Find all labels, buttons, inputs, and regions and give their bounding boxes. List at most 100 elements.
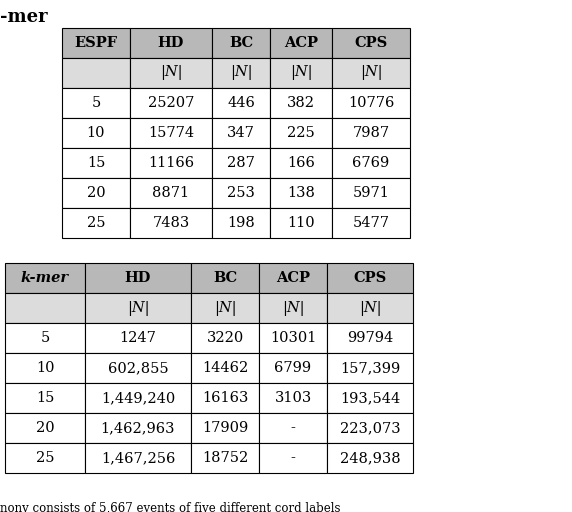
Bar — [332, 118, 410, 148]
Text: 225: 225 — [287, 126, 315, 140]
Text: 1247: 1247 — [120, 331, 156, 345]
Text: 5971: 5971 — [352, 186, 390, 200]
Text: 1,449,240: 1,449,240 — [101, 391, 175, 405]
Text: CPS: CPS — [355, 36, 388, 50]
Bar — [212, 28, 270, 58]
Text: 198: 198 — [227, 216, 255, 230]
Bar — [85, 383, 191, 413]
Text: 138: 138 — [287, 186, 315, 200]
Bar — [270, 88, 332, 118]
Bar — [212, 148, 270, 178]
Text: 1,467,256: 1,467,256 — [101, 451, 175, 465]
Bar — [191, 443, 259, 473]
Text: 3220: 3220 — [206, 331, 244, 345]
Text: |N|: |N| — [214, 301, 236, 315]
Text: 18752: 18752 — [202, 451, 248, 465]
Bar — [259, 293, 327, 323]
Bar — [327, 323, 413, 353]
Bar — [270, 208, 332, 238]
Bar — [5, 383, 85, 413]
Bar — [212, 208, 270, 238]
Bar — [85, 263, 191, 293]
Text: ESPF: ESPF — [74, 36, 118, 50]
Text: 3103: 3103 — [275, 391, 312, 405]
Bar — [85, 293, 191, 323]
Text: 11166: 11166 — [148, 156, 194, 170]
Bar — [270, 148, 332, 178]
Text: 25207: 25207 — [148, 96, 194, 110]
Text: 6799: 6799 — [275, 361, 312, 375]
Bar — [332, 28, 410, 58]
Text: 287: 287 — [227, 156, 255, 170]
Text: -: - — [291, 421, 295, 435]
Bar — [5, 413, 85, 443]
Text: 99794: 99794 — [347, 331, 393, 345]
Text: 602,855: 602,855 — [108, 361, 168, 375]
Text: 347: 347 — [227, 126, 255, 140]
Bar — [327, 443, 413, 473]
Bar — [327, 413, 413, 443]
Bar — [5, 293, 85, 323]
Bar — [85, 413, 191, 443]
Bar — [259, 323, 327, 353]
Text: 446: 446 — [227, 96, 255, 110]
Text: |N|: |N| — [359, 301, 382, 315]
Text: -: - — [291, 451, 295, 465]
Bar — [332, 148, 410, 178]
Bar — [332, 58, 410, 88]
Text: 16163: 16163 — [202, 391, 248, 405]
Text: 10776: 10776 — [348, 96, 394, 110]
Text: |N|: |N| — [160, 66, 182, 80]
Bar — [130, 28, 212, 58]
Bar — [332, 178, 410, 208]
Text: 253: 253 — [227, 186, 255, 200]
Bar — [191, 323, 259, 353]
Text: 17909: 17909 — [202, 421, 248, 435]
Text: HD: HD — [125, 271, 151, 285]
Bar — [327, 353, 413, 383]
Text: 6769: 6769 — [352, 156, 390, 170]
Text: 5: 5 — [41, 331, 50, 345]
Text: 248,938: 248,938 — [340, 451, 400, 465]
Bar — [191, 293, 259, 323]
Bar — [191, 263, 259, 293]
Text: 1,462,963: 1,462,963 — [101, 421, 175, 435]
Text: 193,544: 193,544 — [340, 391, 400, 405]
Text: 15: 15 — [36, 391, 54, 405]
Text: 14462: 14462 — [202, 361, 248, 375]
Bar — [62, 208, 130, 238]
Bar — [212, 118, 270, 148]
Text: 20: 20 — [87, 186, 105, 200]
Bar — [332, 88, 410, 118]
Bar — [62, 148, 130, 178]
Bar — [62, 118, 130, 148]
Text: 5: 5 — [92, 96, 101, 110]
Bar — [259, 353, 327, 383]
Text: |N|: |N| — [360, 66, 382, 80]
Text: |N|: |N| — [230, 66, 252, 80]
Text: 5477: 5477 — [352, 216, 390, 230]
Bar — [270, 28, 332, 58]
Bar — [191, 353, 259, 383]
Text: 157,399: 157,399 — [340, 361, 400, 375]
Bar — [5, 263, 85, 293]
Text: |N|: |N| — [290, 66, 312, 80]
Text: 223,073: 223,073 — [340, 421, 400, 435]
Bar — [212, 178, 270, 208]
Text: 10: 10 — [87, 126, 105, 140]
Bar — [5, 353, 85, 383]
Text: -mer: -mer — [0, 8, 47, 26]
Bar — [85, 443, 191, 473]
Bar — [130, 148, 212, 178]
Bar — [62, 88, 130, 118]
Bar — [259, 383, 327, 413]
Text: 166: 166 — [287, 156, 315, 170]
Text: BC: BC — [213, 271, 237, 285]
Text: 25: 25 — [87, 216, 105, 230]
Bar — [270, 118, 332, 148]
Bar — [5, 443, 85, 473]
Bar — [212, 58, 270, 88]
Bar — [130, 58, 212, 88]
Bar — [327, 263, 413, 293]
Bar — [62, 178, 130, 208]
